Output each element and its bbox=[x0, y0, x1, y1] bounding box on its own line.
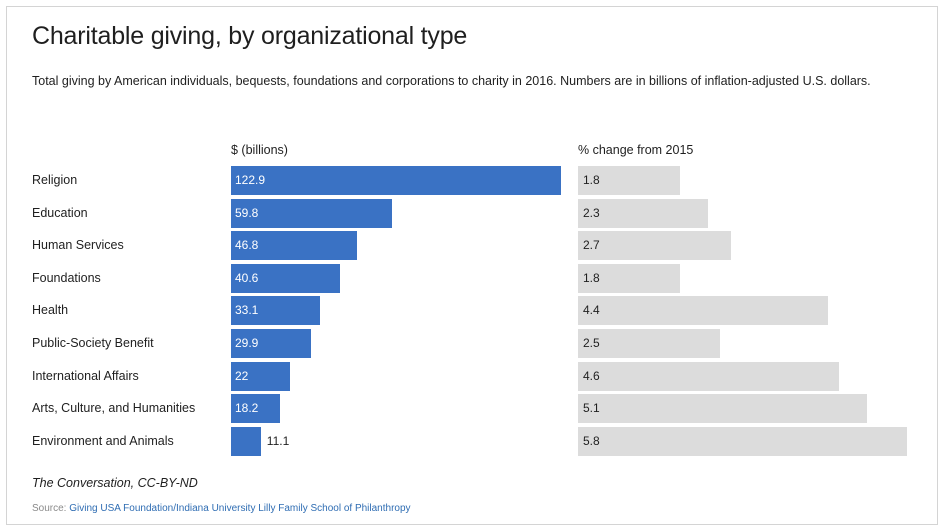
change-bar bbox=[578, 329, 720, 358]
amount-bar bbox=[231, 296, 320, 326]
amount-bar bbox=[231, 198, 392, 228]
change-bar bbox=[578, 361, 839, 391]
amount-value-label: 46.8 bbox=[235, 238, 259, 253]
chart-title: Charitable giving, by organizational typ… bbox=[32, 22, 468, 50]
change-value-label: 4.4 bbox=[583, 303, 600, 318]
category-label: Health bbox=[32, 303, 69, 318]
change-bar bbox=[578, 166, 681, 195]
change-value-label: 2.5 bbox=[583, 336, 600, 350]
change-value-label: 5.8 bbox=[583, 433, 600, 448]
chart-subtitle: Total giving by American individuals, be… bbox=[32, 74, 871, 88]
category-label: Human Services bbox=[32, 238, 124, 253]
category-label: Public-Society Benefit bbox=[32, 336, 154, 350]
amount-bar bbox=[231, 426, 261, 456]
amount-bar bbox=[231, 361, 291, 391]
source-text[interactable]: Giving USA Foundation/Indiana University… bbox=[69, 503, 411, 514]
amount-value-label: 122.9 bbox=[235, 173, 266, 187]
change-bar bbox=[578, 263, 681, 293]
change-bar bbox=[578, 296, 828, 326]
change-column-heading: % change from 2015 bbox=[578, 143, 694, 157]
amount-value-label: 29.9 bbox=[235, 336, 259, 350]
category-label: Environment and Animals bbox=[32, 433, 174, 448]
category-label: Foundations bbox=[32, 270, 101, 285]
change-value-label: 1.8 bbox=[583, 173, 600, 187]
change-value-label: 4.6 bbox=[583, 368, 600, 383]
amount-value-label: 18.2 bbox=[235, 401, 259, 416]
change-value-label: 5.1 bbox=[583, 401, 600, 416]
category-label: Religion bbox=[32, 173, 78, 187]
amount-bar bbox=[231, 329, 312, 358]
change-bar bbox=[578, 426, 907, 456]
category-label: International Affairs bbox=[32, 368, 139, 383]
change-value-label: 2.3 bbox=[583, 205, 600, 220]
change-bar bbox=[578, 394, 868, 424]
amount-bar bbox=[231, 394, 280, 424]
change-value-label: 1.8 bbox=[583, 270, 600, 285]
amount-bar bbox=[231, 231, 357, 261]
chart-frame bbox=[6, 6, 938, 525]
category-label: Education bbox=[32, 205, 88, 220]
change-value-label: 2.7 bbox=[583, 238, 600, 253]
change-bar bbox=[578, 198, 709, 228]
source-label: Source: bbox=[32, 503, 67, 514]
amount-bar bbox=[231, 166, 561, 195]
amount-value-label: 59.8 bbox=[235, 205, 259, 220]
change-bar bbox=[578, 231, 732, 261]
source-line: Source: Giving USA Foundation/Indiana Un… bbox=[32, 503, 411, 514]
amount-bar bbox=[231, 263, 340, 293]
amount-value-label: 40.6 bbox=[235, 270, 259, 285]
amount-value-label: 11.1 bbox=[266, 433, 290, 448]
amount-column-heading: $ (billions) bbox=[231, 143, 288, 157]
amount-value-label: 22 bbox=[235, 368, 249, 383]
category-label: Arts, Culture, and Humanities bbox=[32, 401, 196, 416]
amount-value-label: 33.1 bbox=[235, 303, 259, 318]
credit-line: The Conversation, CC-BY-ND bbox=[32, 476, 198, 490]
